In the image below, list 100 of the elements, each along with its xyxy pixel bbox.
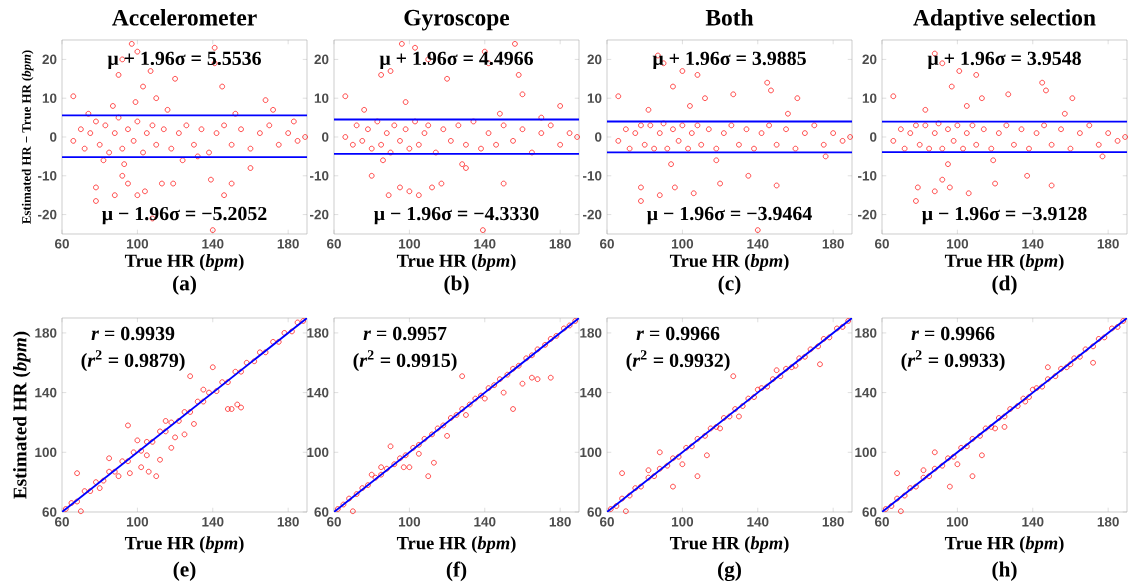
x-axis-title: True HR (bpm) — [124, 254, 244, 271]
x-tick-label: 100 — [946, 239, 969, 249]
ref-line-label: μ + 1.96σ = 3.9548 — [927, 51, 1081, 70]
x-tick-label: 140 — [747, 239, 769, 249]
x-tick-label: 100 — [946, 517, 969, 527]
text: (e) — [173, 561, 196, 581]
chart-title: Accelerometer — [112, 9, 257, 26]
y-tick-label: -20 — [583, 209, 602, 220]
x-axis-title: True HR (bpm) — [669, 254, 789, 271]
ref-line-label: μ + 1.96σ = 3.9885 — [652, 51, 806, 70]
y-axis-title: Estimated HR (bpm) — [13, 331, 31, 499]
x-tick-label: 100 — [398, 239, 421, 249]
y-tick-label: 60 — [862, 507, 877, 517]
x-tick-label: 60 — [54, 517, 69, 527]
y-tick-label: 100 — [855, 447, 877, 458]
text: (h) — [992, 561, 1017, 581]
ref-line-label: μ + 1.96σ = 5.5536 — [107, 51, 261, 70]
x-tick-label: 140 — [474, 239, 496, 249]
y-tick-label: 180 — [855, 328, 877, 338]
y-tick-label: 100 — [307, 447, 329, 458]
annotation: r = 0.9957 — [363, 326, 447, 341]
y-tick-label: 140 — [580, 387, 602, 398]
x-tick-label: 60 — [874, 239, 889, 249]
ref-line-label: μ − 1.96σ = −5.2052 — [102, 206, 267, 225]
chart-title: Adaptive selection — [913, 9, 1096, 31]
x-tick-label: 180 — [1097, 239, 1119, 249]
y-tick-label: 100 — [580, 447, 602, 458]
x-tick-label: 140 — [1022, 517, 1044, 527]
y-tick-label: 10 — [862, 93, 877, 103]
y-tick-label: -20 — [38, 209, 57, 220]
y-axis-title: Estimated HR − True HR (bpm) — [21, 50, 34, 224]
y-tick-label: -20 — [858, 209, 877, 220]
annotation: (r$^{2}$ = 0.9933) — [901, 350, 1005, 372]
x-axis-title: True HR (bpm) — [669, 536, 789, 554]
text: (d) — [992, 275, 1017, 295]
x-tick-label: 100 — [398, 517, 421, 527]
y-tick-label: 10 — [587, 93, 602, 103]
y-tick-label: 10 — [42, 93, 57, 103]
y-tick-label: 60 — [42, 507, 57, 517]
x-tick-label: 180 — [822, 239, 844, 249]
y-tick-label: 0 — [595, 132, 602, 142]
x-tick-label: 100 — [126, 239, 149, 249]
y-tick-label: 180 — [35, 328, 57, 338]
chart-title: Gyroscope — [404, 9, 510, 31]
annotation: r = 0.9966 — [636, 326, 720, 341]
ref-line-label: μ − 1.96σ = −3.9128 — [921, 206, 1087, 225]
annotation: r = 0.9966 — [911, 326, 995, 341]
chart-title: Both — [705, 9, 754, 26]
y-tick-label: 20 — [42, 54, 57, 65]
x-axis-title: True HR (bpm) — [944, 254, 1064, 271]
annotation: (r$^{2}$ = 0.9879) — [81, 350, 185, 372]
x-tick-label: 180 — [1097, 517, 1119, 527]
x-tick-label: 100 — [671, 517, 694, 527]
y-tick-label: 0 — [322, 132, 329, 142]
y-tick-label: 140 — [35, 387, 57, 398]
text: (g) — [718, 561, 741, 582]
x-tick-label: 180 — [549, 239, 571, 249]
y-tick-label: -10 — [310, 171, 329, 181]
text: (f) — [446, 561, 467, 582]
x-axis-title: True HR (bpm) — [396, 254, 516, 271]
text: (a) — [173, 275, 196, 295]
x-tick-label: 180 — [277, 239, 299, 249]
y-tick-label: 20 — [862, 54, 877, 65]
y-tick-label: 180 — [307, 328, 329, 338]
x-tick-label: 60 — [326, 239, 341, 249]
y-tick-label: 140 — [307, 387, 329, 398]
x-tick-label: 180 — [822, 517, 844, 527]
x-axis-title: True HR (bpm) — [944, 536, 1064, 554]
y-tick-label: -20 — [310, 209, 329, 220]
y-tick-label: 140 — [855, 387, 877, 398]
x-tick-label: 60 — [326, 517, 341, 527]
x-axis-title: True HR (bpm) — [124, 536, 244, 554]
x-tick-label: 180 — [277, 517, 299, 527]
text: (b) — [444, 275, 469, 295]
text: (c) — [718, 275, 741, 295]
x-tick-label: 60 — [599, 517, 614, 527]
x-tick-label: 100 — [671, 239, 694, 249]
y-tick-label: 20 — [314, 54, 329, 65]
annotation: (r$^{2}$ = 0.9932) — [626, 350, 730, 372]
annotation: (r$^{2}$ = 0.9915) — [353, 350, 457, 372]
y-tick-label: 60 — [587, 507, 602, 517]
y-tick-label: 0 — [870, 132, 877, 142]
y-tick-label: -10 — [38, 171, 57, 181]
x-tick-label: 60 — [599, 239, 614, 249]
x-tick-label: 140 — [1022, 239, 1044, 249]
y-tick-label: 10 — [314, 93, 329, 103]
x-tick-label: 60 — [54, 239, 69, 249]
annotation: r = 0.9939 — [91, 326, 175, 341]
ref-line-label: μ + 1.96σ = 4.4966 — [379, 51, 534, 70]
x-tick-label: 140 — [747, 517, 769, 527]
y-tick-label: 180 — [580, 328, 602, 338]
ref-line-label: μ − 1.96σ = −3.9464 — [647, 206, 812, 225]
ref-line-label: μ − 1.96σ = −4.3330 — [374, 206, 539, 225]
x-axis-title: True HR (bpm) — [396, 536, 516, 554]
y-tick-label: 100 — [35, 447, 57, 458]
y-tick-label: 0 — [50, 132, 57, 142]
y-tick-label: -10 — [858, 171, 877, 181]
x-tick-label: 180 — [549, 517, 571, 527]
x-tick-label: 100 — [126, 517, 149, 527]
x-tick-label: 60 — [874, 517, 889, 527]
